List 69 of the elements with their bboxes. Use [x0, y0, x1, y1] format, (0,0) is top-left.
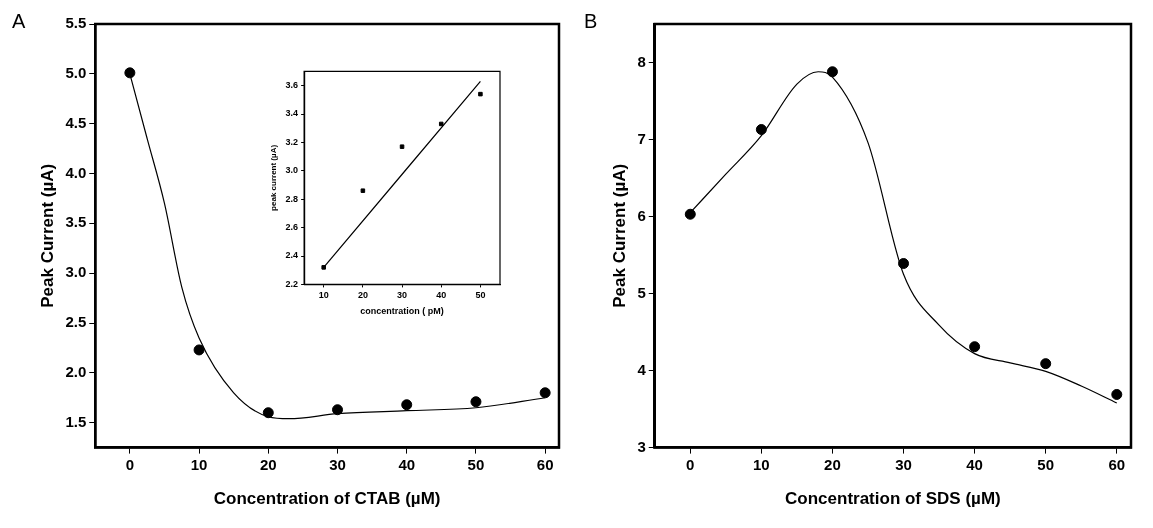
x-tick-label: 10 — [318, 290, 329, 301]
y-tick-label: 3.0 — [285, 165, 299, 176]
y-tick-label: 3.0 — [65, 263, 87, 281]
point — [1111, 388, 1123, 400]
point — [684, 208, 696, 220]
point — [332, 404, 344, 416]
y-tick-label: 3.6 — [285, 80, 299, 91]
point — [401, 399, 413, 411]
point — [898, 258, 910, 270]
y-tick-label: 2.4 — [285, 250, 299, 261]
y-tick-label: 2.5 — [65, 313, 87, 331]
x-tick-label: 20 — [259, 455, 277, 473]
x-tick-label: 30 — [895, 455, 912, 473]
x-tick-label: 50 — [475, 290, 486, 301]
y-tick-label: 4.0 — [65, 163, 87, 181]
point — [360, 188, 366, 193]
x-tick-label: 10 — [190, 455, 208, 473]
point — [438, 121, 444, 127]
y-tick-label: 7 — [637, 129, 646, 147]
x-tick-label: 30 — [397, 290, 408, 301]
x-tick-label: 50 — [467, 455, 485, 473]
y-tick-label: 2.6 — [285, 222, 299, 233]
y-tick-label: 2.8 — [285, 193, 299, 204]
x-tick-label: 30 — [329, 455, 346, 473]
point — [539, 387, 551, 399]
x-tick-label: 40 — [398, 455, 416, 473]
y-axis-title: peak current (µA) — [269, 144, 278, 211]
x-axis-title: Concentration of CTAB (µM) — [213, 489, 441, 509]
x-axis-title: Concentration of SDS (µM) — [785, 489, 1001, 509]
x-tick-label: 40 — [966, 455, 983, 473]
point — [1040, 358, 1052, 370]
y-tick-label: 2.2 — [285, 278, 299, 289]
x-tick-label: 40 — [436, 290, 447, 301]
point — [193, 344, 205, 356]
y-tick-label: 3 — [637, 437, 646, 455]
y-axis-title: Peak Current (µA) — [609, 163, 629, 308]
point — [399, 144, 405, 149]
point — [826, 66, 838, 78]
y-tick-label: 5.0 — [65, 63, 87, 81]
x-tick-label: 60 — [536, 455, 554, 473]
point — [755, 124, 767, 136]
x-tick-label: 20 — [824, 455, 841, 473]
y-tick-label: 5 — [637, 283, 646, 301]
x-tick-label: 0 — [686, 455, 695, 473]
y-tick-label: 5.5 — [65, 14, 87, 32]
y-tick-label: 3.4 — [285, 108, 299, 119]
y-tick-label: 8 — [637, 52, 646, 70]
x-tick-label: 0 — [125, 455, 135, 473]
y-tick-label: 3.5 — [65, 213, 87, 231]
y-tick-label: 2.0 — [65, 362, 87, 380]
x-tick-label: 60 — [1108, 455, 1126, 473]
y-axis-title: Peak Current (µA) — [37, 163, 57, 308]
point — [478, 91, 483, 97]
point — [470, 396, 482, 408]
y-tick-label: 1.5 — [65, 412, 87, 430]
x-tick-label: 20 — [357, 290, 368, 301]
text: A — [12, 9, 26, 32]
point — [321, 265, 326, 270]
point — [124, 67, 136, 79]
x-axis-title: concentration ( pM) — [360, 306, 444, 317]
y-tick-label: 6 — [637, 206, 646, 224]
y-tick-label: 4 — [637, 360, 647, 378]
point — [969, 341, 981, 353]
x-tick-label: 50 — [1037, 455, 1055, 473]
x-tick-label: 10 — [753, 455, 770, 473]
text: B — [584, 9, 598, 32]
point — [262, 407, 274, 419]
y-tick-label: 4.5 — [65, 113, 87, 131]
y-tick-label: 3.2 — [285, 136, 299, 147]
